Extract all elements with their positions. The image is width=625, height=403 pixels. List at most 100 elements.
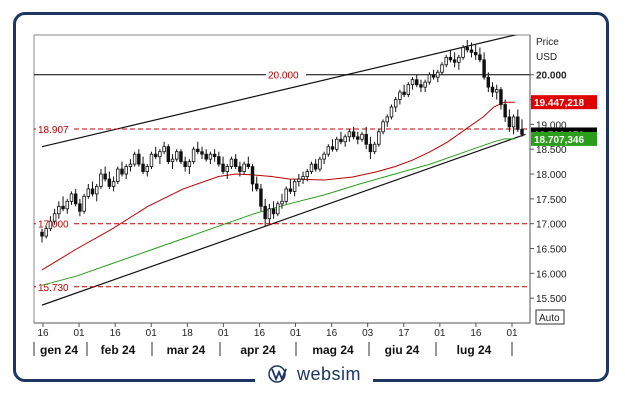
candle-body xyxy=(259,188,263,207)
candle-body xyxy=(65,200,69,210)
level-label-bg-3 xyxy=(36,280,72,293)
candle-body xyxy=(326,146,331,155)
candle-body xyxy=(200,151,204,155)
footer: websim xyxy=(0,362,625,403)
candle-body xyxy=(469,49,474,53)
candle-body xyxy=(444,56,448,66)
candle-body xyxy=(69,193,74,202)
candle-body xyxy=(495,89,499,93)
candle-body xyxy=(175,151,179,160)
candle-body xyxy=(322,153,326,160)
candle-body xyxy=(402,91,406,95)
candle-body xyxy=(153,153,158,158)
price-marker-label: 18.707,346 xyxy=(534,135,584,146)
y-tick-label: 17.000 xyxy=(536,220,567,231)
candle-body xyxy=(410,79,415,86)
candle-body xyxy=(61,205,65,210)
candle-body xyxy=(246,163,251,167)
candle-body xyxy=(229,158,234,167)
candle-body xyxy=(343,136,347,143)
candle-body xyxy=(499,89,503,105)
candle-body xyxy=(461,47,465,58)
candle-body xyxy=(297,178,301,182)
candle-body xyxy=(208,153,213,160)
candle-body xyxy=(423,81,427,88)
candle-body xyxy=(166,146,171,163)
websim-logo-mark-icon xyxy=(268,365,287,383)
candle-body xyxy=(255,183,259,190)
x-tick-label: 16 xyxy=(37,328,49,339)
level-label-1: 18.907 xyxy=(38,125,69,136)
candle-body xyxy=(212,153,217,158)
candle-body xyxy=(347,131,352,138)
x-tick-label: 17 xyxy=(398,328,410,339)
candle-body xyxy=(158,151,162,158)
candle-body xyxy=(137,153,141,165)
candle-body xyxy=(162,146,166,153)
candle-body xyxy=(385,116,389,123)
candle-body xyxy=(124,166,128,175)
x-tick-label: 01 xyxy=(74,328,86,339)
x-tick-label: 01 xyxy=(506,328,518,339)
candle-body xyxy=(377,131,381,145)
moving-average-line-0 xyxy=(41,101,515,271)
candle-body xyxy=(116,168,120,182)
candle-body xyxy=(415,79,419,86)
candle-body xyxy=(86,188,91,197)
candle-body xyxy=(486,76,491,88)
candle-body xyxy=(196,148,200,153)
level-label-2: 17.000 xyxy=(38,220,69,231)
candle-body xyxy=(141,163,145,172)
candle-body xyxy=(507,116,512,128)
candle-body xyxy=(431,74,436,78)
candle-body xyxy=(419,84,423,88)
candle-body xyxy=(356,136,360,140)
candle-body xyxy=(103,173,107,180)
candle-body xyxy=(482,59,486,78)
x-month-label: gen 24 xyxy=(40,343,78,357)
candle-body xyxy=(107,178,112,187)
candle-body xyxy=(406,84,411,95)
axis-header-currency: USD xyxy=(536,52,557,63)
y-tick-label: 17.500 xyxy=(536,195,567,206)
level-label-0: 20.000 xyxy=(268,71,299,82)
x-tick-label: 01 xyxy=(218,328,230,339)
candle-body xyxy=(187,161,192,167)
x-tick-label: 16 xyxy=(110,328,122,339)
candle-body xyxy=(48,220,53,230)
candle-body xyxy=(457,56,461,63)
candle-body xyxy=(490,86,495,93)
axis-header-price: Price xyxy=(536,37,559,48)
candle-body xyxy=(440,64,444,73)
y-tick-label: 18.500 xyxy=(536,145,567,156)
candle-body xyxy=(305,171,309,177)
y-tick-label: 16.500 xyxy=(536,245,567,256)
candle-body xyxy=(82,195,86,212)
candle-body xyxy=(284,188,288,202)
candle-body xyxy=(393,99,398,108)
candle-body xyxy=(78,203,82,212)
price-marker-bg xyxy=(531,95,597,110)
x-month-label: apr 24 xyxy=(240,343,276,357)
candle-body xyxy=(318,158,322,170)
x-tick-label: 18 xyxy=(182,328,194,339)
candle-body xyxy=(364,133,368,145)
candle-body xyxy=(511,116,516,128)
websim-logo: websim xyxy=(255,362,373,386)
auto-label: Auto xyxy=(539,313,560,324)
y-tick-label: 16.000 xyxy=(536,269,567,280)
candle-body xyxy=(516,116,520,130)
auto-button[interactable] xyxy=(535,309,565,325)
candle-body xyxy=(132,153,137,165)
candle-body xyxy=(309,163,314,172)
candle-body xyxy=(44,228,48,237)
candle-body xyxy=(99,173,103,187)
candle-body xyxy=(183,161,187,167)
price-marker-bg xyxy=(531,131,597,146)
candle-body xyxy=(271,208,276,215)
candle-body xyxy=(233,158,238,167)
candle-body xyxy=(73,193,78,205)
x-tick-label: 16 xyxy=(470,328,482,339)
x-tick-label: 16 xyxy=(254,328,266,339)
